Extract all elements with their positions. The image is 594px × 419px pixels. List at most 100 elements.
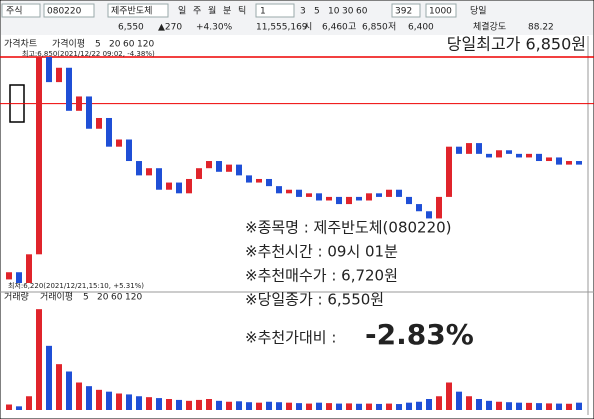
minute[interactable]: 5 — [314, 7, 320, 17]
volume-bar — [296, 403, 302, 410]
minute[interactable]: 30 — [342, 7, 354, 17]
candle — [546, 157, 552, 162]
candle — [376, 193, 382, 197]
period[interactable]: 일 — [178, 6, 186, 17]
ma-label: 가격이평 — [52, 38, 85, 50]
candle — [36, 57, 42, 255]
volume-bar — [436, 396, 442, 410]
volume-ma-period: 120 — [125, 293, 142, 303]
volume-bar — [126, 394, 132, 410]
candle — [176, 182, 182, 194]
minute[interactable]: 60 — [356, 7, 368, 17]
compare-label: ※추천가대비 : — [245, 329, 336, 347]
candle — [556, 157, 562, 165]
ma-period: 20 — [109, 40, 121, 50]
info-row: ※추천시간 : 09시 01분 — [245, 243, 398, 261]
toolbar-bg — [1, 1, 593, 35]
volume-bar — [186, 400, 192, 410]
volume-bar — [16, 406, 22, 410]
candle — [536, 153, 542, 162]
candle — [96, 117, 102, 129]
candle — [56, 67, 62, 83]
volume-bar — [386, 403, 392, 410]
volume-ma-period: 5 — [83, 293, 89, 303]
candle — [46, 57, 52, 83]
candle — [186, 178, 192, 194]
code[interactable]: 080220 — [47, 7, 82, 17]
candle — [346, 196, 352, 205]
volume-bar — [406, 402, 412, 410]
compare-value: -2.83% — [365, 318, 474, 351]
volume-bar — [86, 386, 92, 410]
volume-bar — [216, 400, 222, 410]
candle — [236, 164, 242, 176]
period[interactable]: 월 — [208, 5, 216, 17]
scale[interactable]: 1000 — [429, 7, 452, 17]
candle — [286, 189, 292, 194]
high: 6,850 — [362, 23, 388, 33]
interval-box[interactable] — [255, 3, 295, 18]
volume-bar — [396, 404, 402, 410]
volume-bar — [146, 397, 152, 410]
stock-name[interactable]: 제주반도체 — [111, 6, 152, 17]
volume-bar — [136, 396, 142, 410]
volume-bar — [166, 399, 172, 410]
candle — [6, 272, 12, 280]
candle — [576, 161, 582, 165]
name-box[interactable] — [107, 3, 169, 18]
ma-period: 120 — [137, 40, 154, 50]
code-box[interactable] — [43, 3, 95, 18]
info-row: ※추천매수가 : 6,720원 — [245, 267, 398, 285]
volume-bar — [316, 402, 322, 410]
candle — [76, 96, 82, 111]
volume-bar — [536, 403, 542, 410]
volume-bar — [286, 402, 292, 410]
candle — [166, 182, 172, 190]
candle — [16, 272, 22, 283]
strength: 88.22 — [528, 23, 554, 33]
market[interactable]: 주식 — [6, 6, 23, 17]
price: 6,550 — [118, 23, 144, 33]
ma-period: 60 — [123, 40, 135, 50]
period[interactable]: 틱 — [238, 5, 246, 17]
candle — [526, 153, 532, 158]
volume-bar — [566, 403, 572, 410]
market-box[interactable] — [1, 3, 41, 18]
rate: +4.30% — [196, 23, 233, 33]
volume-bar — [336, 403, 342, 410]
today[interactable]: 당일 — [470, 6, 487, 17]
candle — [426, 211, 432, 219]
low-label: 저 — [388, 22, 396, 33]
volume-label: 거래량 — [4, 291, 29, 303]
low: 6,400 — [408, 23, 434, 33]
candle — [106, 117, 112, 147]
scale-box[interactable] — [425, 3, 457, 18]
chart-label: 가격차트 — [4, 38, 37, 50]
high-note: 최고:6,850(2021/12/22 09:02, -4.38%) — [22, 49, 155, 58]
minute[interactable]: 10 — [328, 7, 340, 17]
candle — [326, 196, 332, 201]
volume-bar — [116, 393, 122, 410]
period[interactable]: 주 — [193, 6, 201, 17]
period[interactable]: 분 — [223, 6, 231, 17]
candle — [356, 196, 362, 201]
count[interactable]: 392 — [395, 7, 412, 17]
candle — [226, 164, 232, 172]
volume-bar — [46, 345, 52, 410]
volume-bar — [246, 402, 252, 410]
count-box[interactable] — [391, 3, 421, 18]
open: 6,460 — [322, 23, 348, 33]
volume-bar — [506, 402, 512, 410]
ma-period: 5 — [95, 40, 101, 50]
volume-bar — [446, 382, 452, 410]
volume-bar — [256, 402, 262, 410]
candle — [296, 189, 302, 197]
interval[interactable]: 1 — [260, 7, 266, 17]
volume-bar — [76, 382, 82, 410]
minute[interactable]: 3 — [300, 7, 306, 17]
volume-bar — [476, 399, 482, 410]
candle — [26, 254, 32, 283]
volume-bar — [6, 404, 12, 410]
